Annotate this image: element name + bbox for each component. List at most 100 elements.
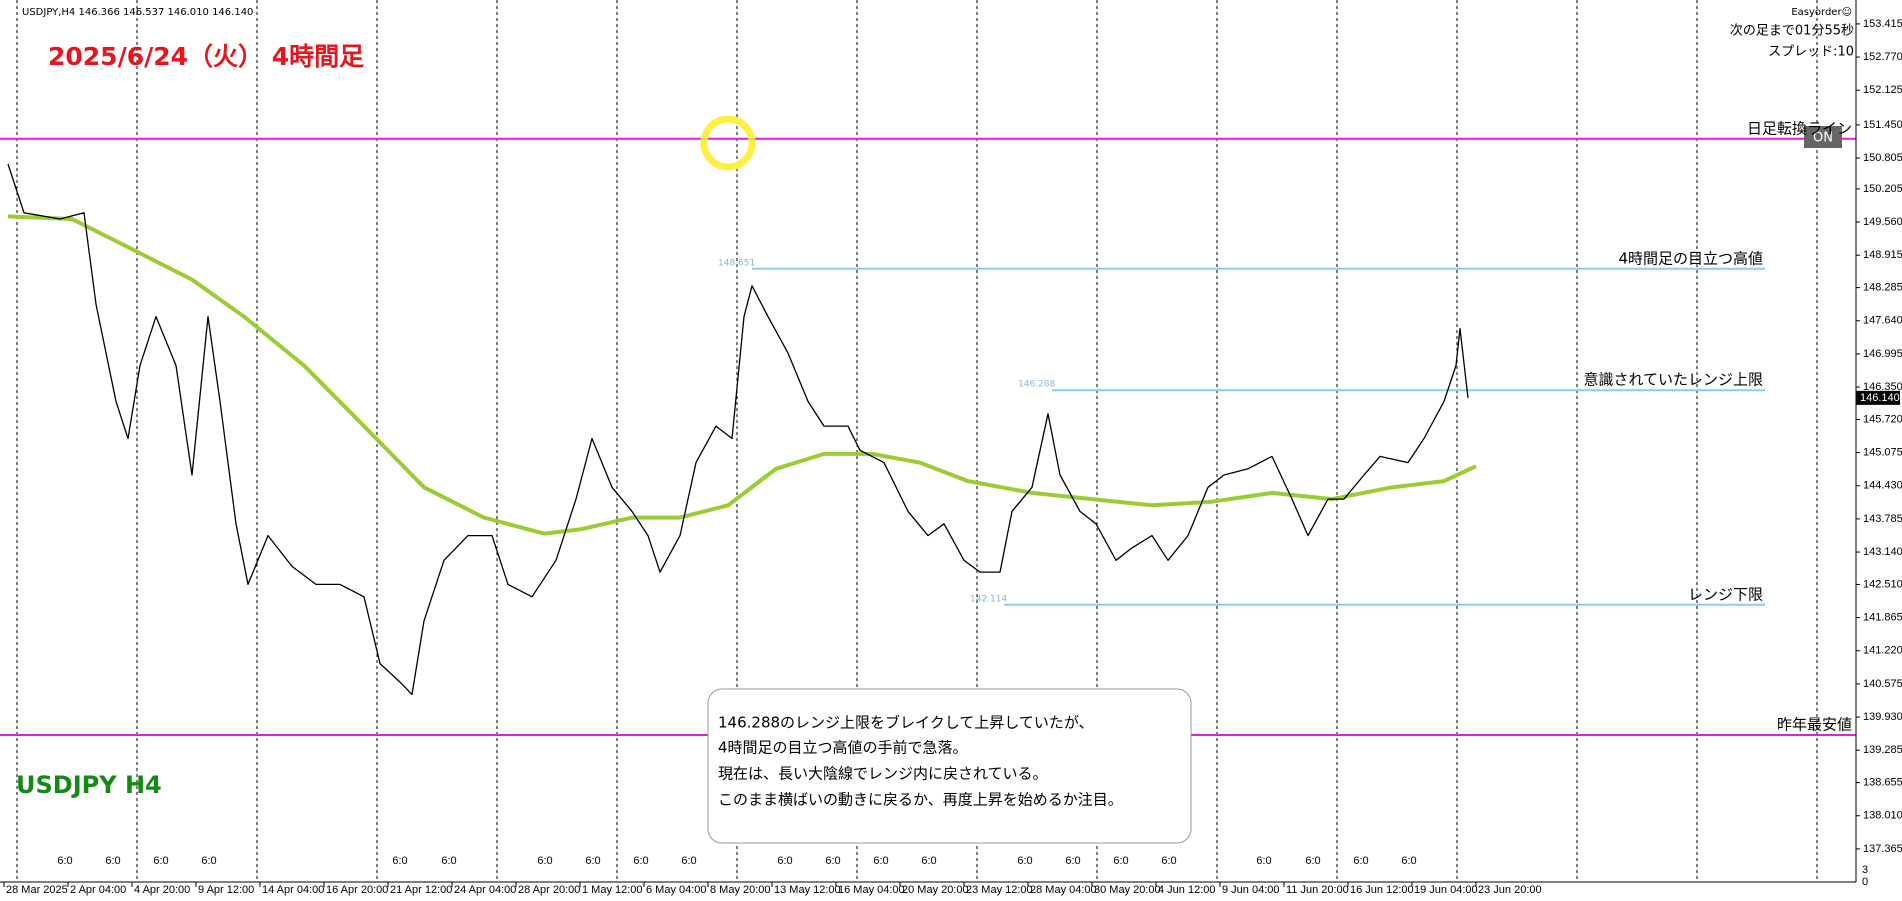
y-tick-label: 146.995	[1863, 348, 1902, 360]
session-label: 6:0	[153, 855, 168, 867]
session-label: 6:0	[681, 855, 696, 867]
note-box: 146.288のレンジ上限をブレイクして上昇していたが、 4時間足の目立つ高値の…	[707, 688, 1192, 844]
level-price-label: 146.288	[1018, 380, 1055, 390]
x-tick-label: 30 May 20:00	[1094, 884, 1161, 896]
note-line: 146.288のレンジ上限をブレイクして上昇していたが、	[718, 714, 1094, 732]
y-tick-label: 138.655	[1863, 776, 1902, 788]
x-tick-label: 23 Jun 20:00	[1478, 884, 1542, 896]
spread: スプレッド:10	[1768, 45, 1854, 60]
symbol-label: USDJPY H4	[16, 771, 162, 799]
y-tick-label: 147.640	[1863, 315, 1902, 327]
level-label: 意識されていたレンジ上限	[1583, 371, 1763, 389]
level-price-label: 142.114	[970, 594, 1007, 604]
session-label: 6:0	[392, 855, 407, 867]
price-line	[7, 163, 1469, 696]
session-label: 6:0	[777, 855, 792, 867]
session-label: 6:0	[57, 855, 72, 867]
y-tick-label: 144.430	[1863, 480, 1902, 492]
x-tick-label: 16 Jun 12:00	[1350, 884, 1414, 896]
level-price-label: 148.651	[718, 258, 755, 268]
x-tick-label: 9 Apr 12:00	[198, 884, 254, 896]
chart-title: 2025/6/24（火） 4時間足	[48, 42, 364, 71]
next-bar-timer: 次の足まで01分55秒	[1730, 23, 1854, 39]
note-line: 4時間足の目立つ高値の手前で急落。	[718, 739, 968, 757]
corner-label: 3	[1862, 864, 1868, 876]
x-tick-label: 19 Jun 04:00	[1414, 884, 1478, 896]
session-label: 6:0	[1113, 855, 1128, 867]
level-label: 日足転換ライン	[1747, 119, 1852, 137]
x-tick-label: 4 Jun 12:00	[1158, 884, 1216, 896]
session-label: 6:0	[1161, 855, 1176, 867]
plot-area	[0, 0, 1856, 882]
x-tick-label: 20 May 20:00	[902, 884, 969, 896]
current-price-label: 146.140	[1860, 392, 1900, 404]
session-label: 6:0	[441, 855, 456, 867]
note-frame	[707, 688, 1192, 844]
session-label: 6:0	[873, 855, 888, 867]
y-tick-label: 143.140	[1863, 546, 1902, 558]
current-price-tag	[1856, 390, 1900, 405]
y-tick-label: 151.450	[1863, 119, 1902, 131]
x-tick-label: 16 May 04:00	[838, 884, 905, 896]
y-tick-label: 139.285	[1863, 744, 1902, 756]
highlight-circle	[700, 115, 756, 171]
y-tick-label: 148.915	[1863, 249, 1902, 261]
x-tick-label: 8 May 20:00	[710, 884, 771, 896]
level-label: 4時間足の目立つ高値	[1618, 249, 1763, 267]
y-tick-label: 152.125	[1863, 84, 1902, 96]
on-button-bg[interactable]	[1804, 126, 1842, 148]
x-tick-label: 28 Mar 2025	[6, 884, 68, 896]
moving-average	[7, 214, 1477, 536]
y-tick-label: 148.285	[1863, 281, 1902, 293]
level-label: レンジ下限	[1688, 585, 1763, 603]
x-tick-label: 11 Jun 20:00	[1286, 884, 1349, 896]
note-line: 現在は、長い大陰線でレンジ内に戻されている。	[718, 765, 1048, 783]
y-tick-label: 141.220	[1863, 645, 1902, 657]
session-label: 6:0	[1017, 855, 1032, 867]
x-tick-label: 6 May 04:00	[646, 884, 707, 896]
x-tick-label: 24 Apr 04:00	[454, 884, 516, 896]
y-tick-label: 146.350	[1863, 381, 1902, 393]
y-tick-label: 140.575	[1863, 678, 1902, 690]
on-button-label[interactable]: ON	[1813, 131, 1833, 146]
level-label: 昨年最安値	[1777, 716, 1852, 734]
x-tick-label: 14 Apr 04:00	[262, 884, 324, 896]
session-label: 6:0	[537, 855, 552, 867]
x-tick-label: 4 Apr 20:00	[134, 884, 190, 896]
x-tick-label: 21 Apr 12:00	[390, 884, 452, 896]
y-tick-label: 137.365	[1863, 843, 1902, 855]
y-tick-label: 145.075	[1863, 446, 1902, 458]
session-label: 6:0	[1256, 855, 1271, 867]
session-label: 6:0	[201, 855, 216, 867]
y-tick-label: 143.785	[1863, 513, 1902, 525]
y-tick-label: 138.010	[1863, 810, 1902, 822]
y-tick-label: 141.865	[1863, 611, 1902, 623]
x-tick-label: 28 Apr 20:00	[518, 884, 580, 896]
x-tick-label: 16 Apr 20:00	[326, 884, 388, 896]
session-label: 6:0	[921, 855, 936, 867]
x-tick-label: 1 May 12:00	[582, 884, 643, 896]
y-tick-label: 145.720	[1863, 413, 1902, 425]
session-label: 6:0	[1401, 855, 1416, 867]
x-tick-label: 2 Apr 04:00	[70, 884, 126, 896]
session-label: 6:0	[1065, 855, 1080, 867]
y-tick-label: 153.415	[1863, 18, 1902, 30]
session-label: 6:0	[633, 855, 648, 867]
y-tick-label: 152.770	[1863, 51, 1902, 63]
x-tick-label: 13 May 12:00	[774, 884, 841, 896]
on-button[interactable]: ON	[1804, 126, 1842, 148]
x-tick-label: 9 Jun 04:00	[1222, 884, 1280, 896]
tool-name: Easyorder☺	[1791, 7, 1852, 18]
corner-label: 0	[1862, 876, 1868, 888]
session-label: 6:0	[825, 855, 840, 867]
y-tick-label: 142.510	[1863, 578, 1902, 590]
y-tick-label: 150.205	[1863, 183, 1902, 195]
note-line: このまま横ばいの動きに戻るか、再度上昇を始めるか注目。	[718, 791, 1123, 809]
y-tick-label: 150.805	[1863, 152, 1902, 164]
x-tick-label: 28 May 04:00	[1030, 884, 1097, 896]
symbol-info: USDJPY,H4 146.366 146.537 146.010 146.14…	[22, 7, 253, 18]
y-tick-label: 149.560	[1863, 216, 1902, 228]
session-label: 6:0	[1353, 855, 1368, 867]
